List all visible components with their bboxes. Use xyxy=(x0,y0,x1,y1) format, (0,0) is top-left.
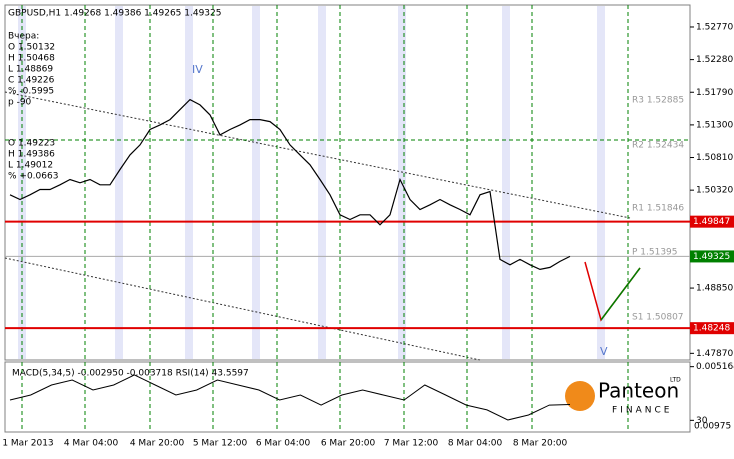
y-tick-label: 1.48850 xyxy=(696,284,733,294)
info-line: p -90 xyxy=(8,98,32,108)
y-tick-label: 1.52770 xyxy=(696,22,733,32)
info-line: O 1.50132 xyxy=(8,43,55,53)
y-tick-label: 1.52280 xyxy=(696,55,733,65)
x-tick-label: 4 Mar 20:00 xyxy=(130,439,185,449)
indicator-bottom-label: 0.00975 xyxy=(694,422,731,432)
x-tick-label: 4 Mar 04:00 xyxy=(64,439,119,449)
y-tick-label: 1.47870 xyxy=(696,349,733,359)
info-line: L 1.49012 xyxy=(8,161,53,171)
level-box xyxy=(690,215,734,228)
x-tick-label: 6 Mar 04:00 xyxy=(256,439,311,449)
logo-sub: FINANCE xyxy=(612,406,672,416)
logo: Panteon FINANCE LTD xyxy=(565,377,681,416)
price-line xyxy=(9,98,571,271)
info-line: C 1.49226 xyxy=(8,76,55,86)
info-line: O 1.49223 xyxy=(8,139,55,149)
x-tick-label: 1 Mar 2013 xyxy=(2,439,53,449)
y-tick-label: 1.50810 xyxy=(696,153,733,163)
wave-label: V xyxy=(600,345,608,358)
info-line: H 1.49386 xyxy=(8,150,55,160)
last-price-label: 1.49325 xyxy=(693,252,730,262)
main-frame xyxy=(4,4,691,361)
info-line: Вчера: xyxy=(8,32,39,42)
indicator-tick-label: 30 xyxy=(696,416,708,426)
pivot-label: R2 1.52434 xyxy=(632,141,684,151)
x-tick-label: 7 Mar 12:00 xyxy=(384,439,439,449)
wave-label: IV xyxy=(192,63,203,76)
level-label: 1.49847 xyxy=(693,217,730,227)
y-tick-label: 1.50320 xyxy=(696,186,733,196)
y-tick-label: 1.51300 xyxy=(696,120,733,130)
logo-name: Panteon xyxy=(598,379,679,403)
chart-title: GBPUSD,H1 1.49268 1.49386 1.49265 1.4932… xyxy=(8,9,221,19)
last-price-box xyxy=(690,250,734,263)
forecast-up xyxy=(600,267,641,321)
pivot-label: R1 1.51846 xyxy=(632,204,684,214)
pivot-label: S1 1.50807 xyxy=(632,313,684,323)
indicator-frame xyxy=(4,361,691,433)
indicator-tick-label: 0.005164 xyxy=(696,362,734,372)
y-tick-label: 1.51790 xyxy=(696,88,733,98)
info-line: % -0.5995 xyxy=(8,87,54,97)
level-label: 1.48248 xyxy=(693,324,730,334)
pivot-label: P 1.51395 xyxy=(632,248,678,258)
pivot-label: R3 1.52885 xyxy=(632,96,684,106)
rsi-line xyxy=(9,374,571,421)
x-tick-label: 6 Mar 20:00 xyxy=(321,439,376,449)
info-line: H 1.50468 xyxy=(8,54,55,64)
level-box xyxy=(690,322,734,335)
info-line: L 1.48869 xyxy=(8,65,53,75)
indicator-label: MACD(5,34,5) -0.002950 -0.003718 RSI(14)… xyxy=(12,369,249,379)
trend-line xyxy=(4,257,481,361)
info-line: % +0.0663 xyxy=(8,172,58,182)
x-tick-label: 8 Mar 20:00 xyxy=(513,439,568,449)
logo-tag: LTD xyxy=(670,377,681,384)
x-tick-label: 5 Mar 12:00 xyxy=(193,439,248,449)
x-tick-label: 8 Mar 04:00 xyxy=(448,439,503,449)
